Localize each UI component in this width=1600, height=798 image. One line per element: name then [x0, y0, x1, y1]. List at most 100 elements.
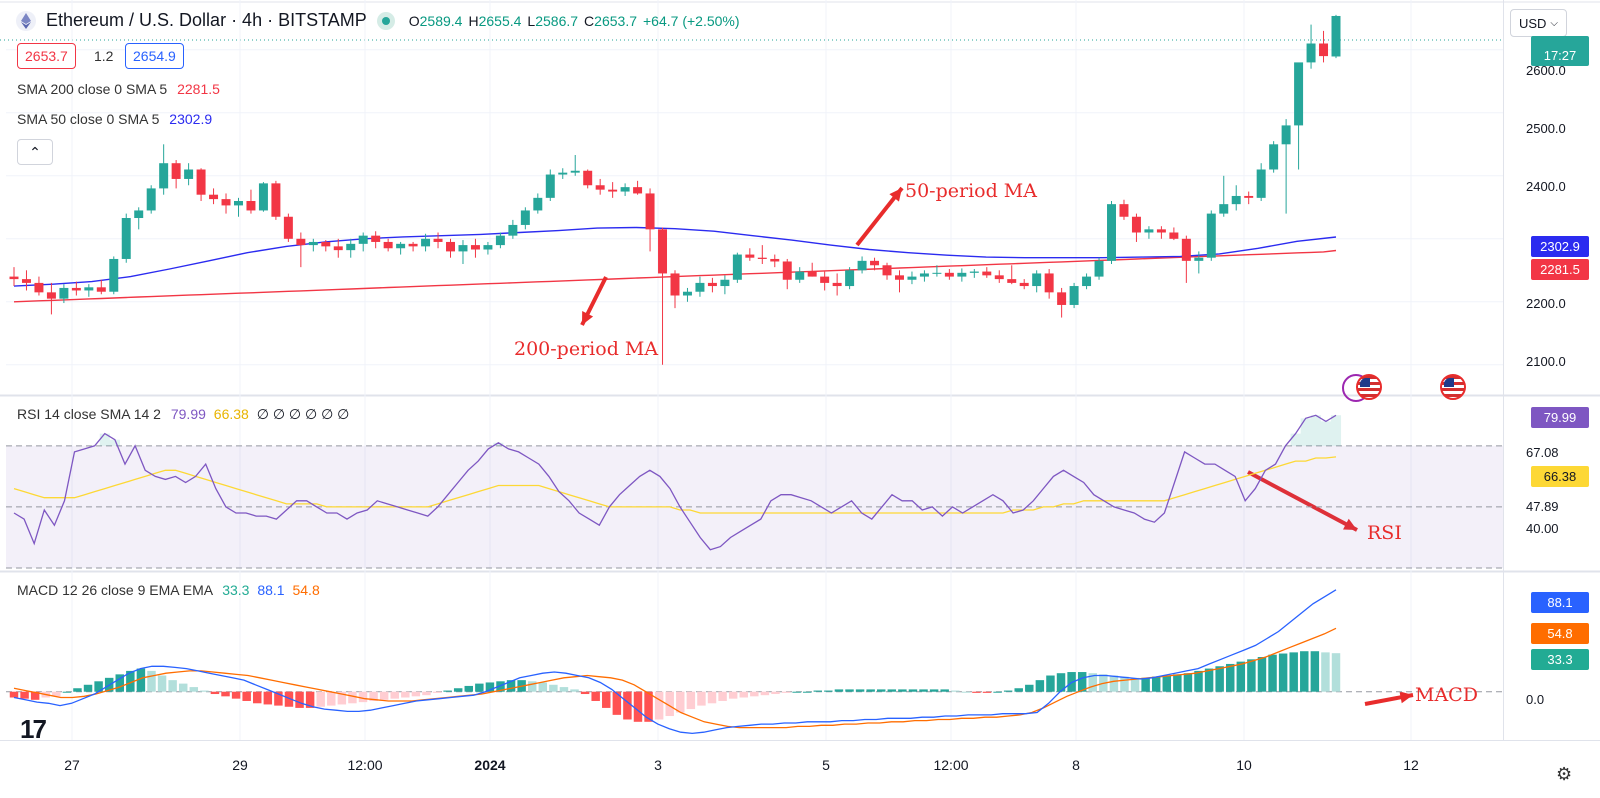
candle-body [1019, 282, 1029, 287]
macd-histogram-bar [1194, 670, 1203, 692]
collapse-legend-button[interactable]: ⌃ [17, 139, 53, 165]
candle-body [1094, 260, 1104, 277]
us-flag-event-icon[interactable] [1440, 374, 1466, 400]
macd-histogram-bar [432, 691, 442, 693]
macd-histogram-bar [94, 681, 103, 692]
settings-gear-icon[interactable]: ⚙ [1556, 764, 1573, 784]
macd-histogram-bar [792, 691, 801, 693]
macd-histogram-bar [390, 691, 399, 699]
macd-legend[interactable]: MACD 12 26 close 9 EMA EMA 33.3 88.1 54.… [17, 582, 320, 598]
macd-histogram-bar [485, 682, 495, 692]
macd-histogram-bar [411, 691, 421, 697]
candle-body [121, 218, 131, 259]
sma200-legend[interactable]: SMA 200 close 0 SMA 5 2281.5 [17, 81, 220, 97]
price-tick: 2500.0 [1526, 121, 1566, 136]
candle-body [745, 254, 755, 258]
macd-histogram-bar [1056, 673, 1066, 692]
macd-histogram-bar [453, 688, 463, 692]
macd-histogram-bar [559, 687, 569, 692]
macd-histogram-bar [1003, 690, 1013, 692]
candle-body [1244, 195, 1254, 198]
macd-histogram-bar [549, 684, 558, 692]
macd-histogram-bar [898, 689, 907, 692]
macd-histogram-bar [644, 691, 653, 722]
sma50-legend[interactable]: SMA 50 close 0 SMA 5 2302.9 [17, 111, 212, 127]
macd-histogram-bar [1257, 657, 1267, 692]
sma50-value: 2302.9 [169, 111, 213, 127]
macd-histogram-bar [506, 680, 516, 692]
macd-histogram-bar [1130, 677, 1140, 692]
sell-price-button[interactable]: 2653.7 [17, 43, 76, 69]
macd-histogram-bar [62, 691, 72, 693]
candle-body [1269, 144, 1279, 170]
candle-body [919, 273, 929, 277]
macd-histogram-bar [580, 691, 590, 695]
candle-body [283, 216, 293, 239]
macd-histogram-bar [697, 691, 706, 706]
candle-body [358, 235, 368, 244]
macd-label: MACD 12 26 close 9 EMA EMA [17, 582, 213, 598]
macd-histogram-bar [771, 691, 780, 695]
rsi-sma-tag: 66.38 [1531, 466, 1589, 487]
macd-line-value: 88.1 [257, 582, 285, 598]
macd-histogram-bar [602, 691, 611, 708]
macd-histogram-bar [20, 691, 29, 699]
candle-body [1219, 204, 1229, 214]
candle-body [421, 238, 431, 247]
macd-histogram-bar [83, 684, 93, 692]
macd-histogram-bar [919, 689, 928, 692]
ohlc-item: +64.7 (+2.50%) [643, 13, 740, 29]
macd-histogram-bar [951, 690, 960, 692]
sma200-price-tag: 2281.5 [1531, 259, 1589, 280]
candle-body [1281, 125, 1291, 145]
candle-body [1032, 273, 1042, 287]
candle-body [895, 275, 904, 280]
macd-histogram-bar [972, 691, 981, 693]
rsi-value: 79.99 [170, 406, 206, 422]
macd-histogram-bar [358, 691, 368, 703]
macd-histogram-bar [464, 685, 473, 692]
macd-histogram-bar [295, 691, 304, 708]
macd-histogram-bar [877, 689, 886, 692]
candle-body [1107, 204, 1116, 261]
macd-histogram-bar [961, 691, 971, 693]
macd-histogram-bar [824, 690, 833, 692]
chevron-up-icon: ⌃ [29, 143, 41, 160]
candle-body [1144, 229, 1154, 233]
candle-body [782, 261, 792, 280]
time-tick: 3 [654, 757, 662, 773]
macd-histogram-bar [802, 691, 812, 693]
macd-histogram-bar [253, 691, 262, 704]
time-tick: 27 [64, 757, 80, 773]
candle-body [682, 291, 692, 296]
candle-body [707, 282, 717, 287]
macd-histogram-bar [1236, 661, 1246, 692]
ohlc-values: O2589.4 H2655.4 L2586.7 C2653.7 +64.7 (+2.50… [409, 13, 740, 29]
candle-body [558, 172, 568, 175]
us-flag-event-icon[interactable] [1356, 374, 1382, 400]
candle-body [732, 254, 742, 280]
candle-body [969, 271, 979, 273]
macd-histogram-bar [591, 691, 600, 701]
macd-histogram-bar [1109, 675, 1119, 692]
buy-price-button[interactable]: 2654.9 [125, 43, 184, 69]
candle-body [832, 282, 842, 287]
macd-histogram-bar [1014, 688, 1023, 692]
rsi-band [6, 445, 1503, 568]
ohlc-key: C [584, 12, 595, 29]
macd-histogram-bar [845, 689, 854, 692]
candle-body [396, 243, 406, 249]
macd-histogram-bar [263, 691, 273, 705]
macd-histogram-bar [369, 691, 378, 701]
tradingview-logo[interactable]: 17 [20, 714, 47, 744]
symbol-title[interactable]: Ethereum / U.S. Dollar · 4h · BITSTAMP [46, 10, 367, 30]
sma50-price-tag: 2302.9 [1531, 236, 1589, 257]
currency-select[interactable]: USD ⌵ [1510, 9, 1567, 37]
macd-histogram-bar [718, 691, 727, 701]
candle-body [1319, 43, 1329, 57]
candle-body [21, 279, 31, 283]
rsi-legend[interactable]: RSI 14 close SMA 14 2 79.99 66.38 ∅ ∅ ∅ … [17, 406, 349, 423]
macd-histogram-bar [126, 670, 135, 692]
candle-body [932, 272, 942, 274]
